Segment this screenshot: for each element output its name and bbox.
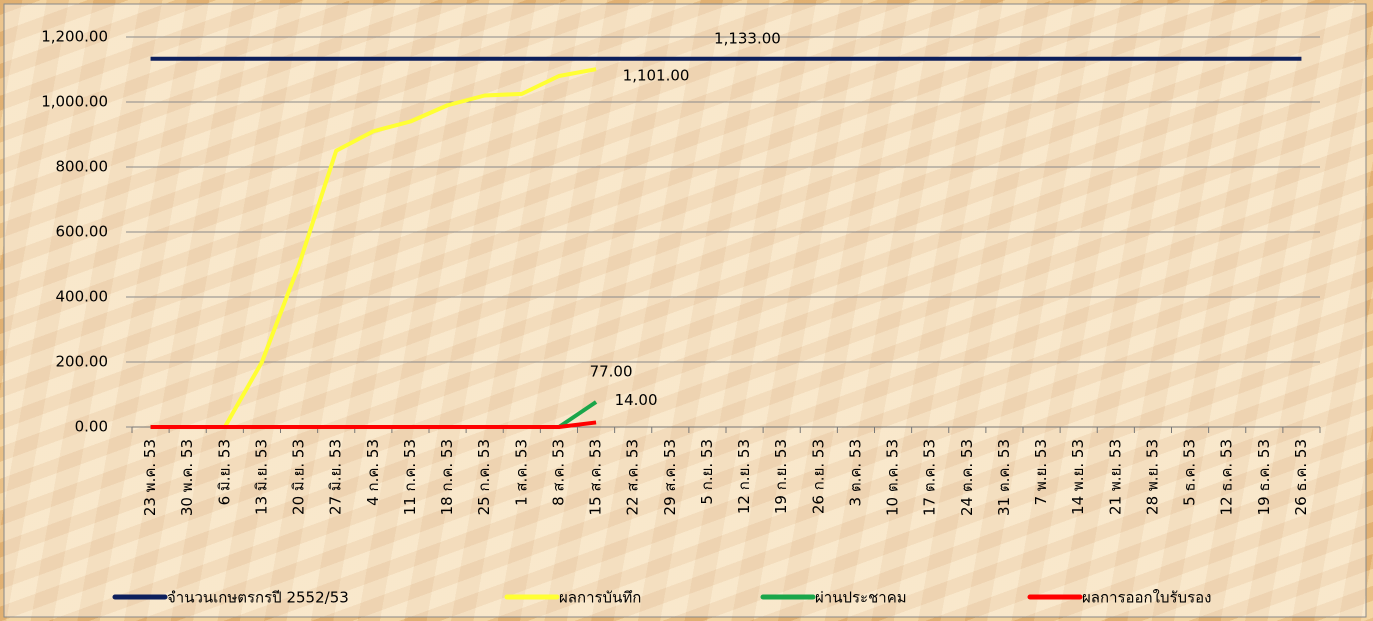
legend-label: ผ่านประชาคม bbox=[815, 589, 907, 607]
x-tick-label: 5 ธ.ค. 53 bbox=[1181, 439, 1199, 506]
y-tick-label: 800.00 bbox=[56, 158, 109, 176]
legend-label: จำนวนเกษตรกรปี 2552/53 bbox=[167, 589, 349, 607]
y-tick-label: 400.00 bbox=[56, 288, 109, 306]
x-tick-label: 14 พ.ย. 53 bbox=[1069, 439, 1087, 515]
y-tick-label: 1,000.00 bbox=[41, 93, 108, 111]
x-tick-label: 15 ส.ค. 53 bbox=[587, 439, 605, 515]
x-tick-label: 8 ส.ค. 53 bbox=[549, 439, 567, 506]
legend-label: ผลการบันทึก bbox=[559, 589, 641, 607]
series-line bbox=[150, 420, 597, 429]
x-tick-label: 7 พ.ย. 53 bbox=[1032, 439, 1050, 505]
x-tick-label: 29 ส.ค. 53 bbox=[661, 439, 679, 515]
x-tick-label: 26 ธ.ค. 53 bbox=[1292, 439, 1310, 515]
y-tick-label: 600.00 bbox=[56, 223, 109, 241]
x-tick-label: 22 ส.ค. 53 bbox=[624, 439, 642, 515]
x-tick-label: 10 ต.ค. 53 bbox=[884, 439, 902, 516]
y-tick-label: 200.00 bbox=[56, 353, 109, 371]
x-tick-label: 26 ก.ย. 53 bbox=[809, 439, 827, 514]
x-tick-label: 25 ก.ค. 53 bbox=[475, 439, 493, 515]
data-label: 1,101.00 bbox=[623, 67, 690, 85]
y-tick-label: 1,200.00 bbox=[41, 28, 108, 46]
x-tick-label: 18 ก.ค. 53 bbox=[438, 439, 456, 515]
chart-frame bbox=[3, 3, 1367, 618]
x-tick-label: 21 พ.ย. 53 bbox=[1106, 439, 1124, 515]
data-label: 1,133.00 bbox=[714, 29, 781, 47]
x-tick-label: 13 มิ.ย. 53 bbox=[252, 439, 270, 515]
x-tick-label: 4 ก.ค. 53 bbox=[364, 439, 382, 506]
x-tick-label: 28 พ.ย. 53 bbox=[1143, 439, 1161, 515]
x-tick-label: 17 ต.ค. 53 bbox=[921, 439, 939, 516]
x-tick-label: 6 มิ.ย. 53 bbox=[215, 439, 233, 505]
x-tick-label: 19 ก.ย. 53 bbox=[772, 439, 790, 514]
x-tick-label: 12 ก.ย. 53 bbox=[735, 439, 753, 514]
x-tick-label: 27 มิ.ย. 53 bbox=[327, 439, 345, 515]
x-tick-label: 30 พ.ค. 53 bbox=[178, 439, 196, 516]
x-tick-label: 11 ก.ค. 53 bbox=[401, 439, 419, 515]
y-tick-label: 0.00 bbox=[75, 418, 108, 436]
x-tick-label: 12 ธ.ค. 53 bbox=[1218, 439, 1236, 515]
x-tick-label: 23 พ.ค. 53 bbox=[141, 439, 159, 516]
x-tick-label: 1 ส.ค. 53 bbox=[512, 439, 530, 506]
x-tick-label: 31 ต.ค. 53 bbox=[995, 439, 1013, 516]
x-tick-label: 19 ธ.ค. 53 bbox=[1255, 439, 1273, 515]
data-label: 77.00 bbox=[590, 362, 633, 380]
x-tick-label: 24 ต.ค. 53 bbox=[958, 439, 976, 516]
x-tick-label: 5 ก.ย. 53 bbox=[698, 439, 716, 505]
data-label: 14.00 bbox=[615, 391, 658, 409]
legend-label: ผลการออกใบรับรอง bbox=[1082, 589, 1211, 607]
x-tick-label: 20 มิ.ย. 53 bbox=[290, 439, 308, 515]
x-tick-label: 3 ต.ค. 53 bbox=[846, 439, 864, 506]
